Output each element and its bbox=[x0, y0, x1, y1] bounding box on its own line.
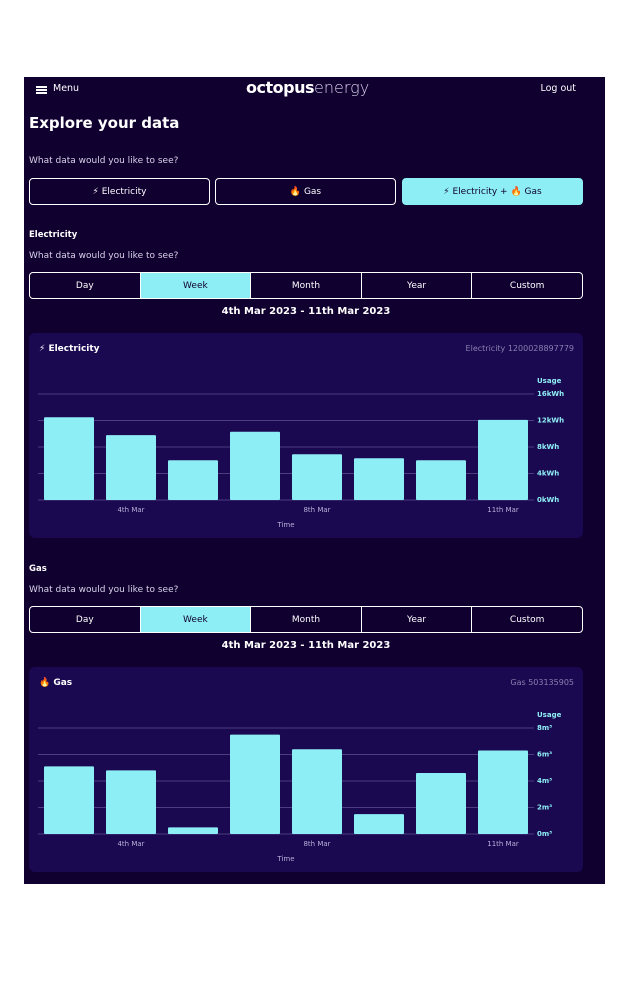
menu-icon-bar[interactable] bbox=[36, 92, 47, 94]
section-heading: Gas bbox=[29, 564, 47, 574]
logo-bold: octopus bbox=[246, 78, 314, 97]
date-range: 4th Mar 2023 - 11th Mar 2023 bbox=[221, 306, 391, 317]
period-tabs: Day Week Month Year Custom bbox=[29, 272, 583, 299]
bar bbox=[478, 419, 528, 500]
period-tabs: Day Week Month Year Custom bbox=[29, 606, 583, 633]
chart-card: ⚡ Electricity Electricity 1200028897779 Us… bbox=[29, 333, 583, 538]
x-tick-label: 4th Mar bbox=[117, 840, 144, 848]
bar bbox=[106, 435, 156, 500]
app: Menu octopusenergy Log out Explore your … bbox=[24, 77, 605, 884]
y-tick-label: 16kWh bbox=[537, 390, 564, 398]
meter-id: Electricity 1200028897779 bbox=[465, 344, 574, 353]
bar bbox=[354, 458, 404, 500]
period-tab[interactable]: Year bbox=[360, 273, 472, 298]
section-heading: Electricity bbox=[29, 230, 78, 240]
y-tick-label: 8m³ bbox=[537, 724, 552, 732]
y-tick-label: 0m³ bbox=[537, 830, 552, 838]
y-tick-label: 12kWh bbox=[537, 417, 564, 425]
fuel-option[interactable]: 🔥 Gas bbox=[215, 178, 396, 205]
y-tick-label: 8kWh bbox=[537, 443, 559, 451]
bar bbox=[44, 766, 94, 834]
bar bbox=[168, 827, 218, 834]
x-tick-label: 11th Mar bbox=[487, 506, 519, 514]
period-tab[interactable]: Year bbox=[360, 607, 472, 632]
logo: octopusenergy bbox=[246, 78, 369, 97]
chart: Usage 0kWh 4kWh 8kWh 12kWh 16kWh 4th Mar 8th Ma… bbox=[38, 377, 564, 529]
bar bbox=[168, 460, 218, 500]
bar bbox=[230, 431, 280, 500]
question: What data would you like to see? bbox=[29, 156, 179, 166]
bar bbox=[416, 773, 466, 834]
logo-light: energy bbox=[313, 78, 370, 97]
question: What data would you like to see? bbox=[29, 585, 179, 595]
y-tick-label: 0kWh bbox=[537, 496, 559, 504]
logout-button[interactable]: Log out bbox=[540, 83, 576, 94]
period-tab[interactable]: Day bbox=[75, 280, 94, 291]
x-tick-label: 8th Mar bbox=[303, 840, 330, 848]
y-tick-label: 4m³ bbox=[537, 777, 552, 785]
chart: Usage 0m³ 2m³ 4m³ 6m³ 8m³ 4th Mar 8th Mar 11th M… bbox=[38, 711, 562, 863]
fuel-option[interactable]: ⚡ Electricity + 🔥 Gas bbox=[402, 178, 583, 205]
bar bbox=[416, 460, 466, 500]
menu-icon-bar[interactable] bbox=[36, 89, 47, 91]
x-tick-label: 8th Mar bbox=[303, 506, 330, 514]
chart-card: 🔥 Gas Gas 503135905 Usage 0m³ 2m³ 4m³ 6m³ 8m³ 4t… bbox=[29, 667, 583, 872]
period-tab[interactable]: Month bbox=[250, 607, 361, 632]
bar bbox=[292, 454, 342, 500]
period-tab[interactable]: Day bbox=[75, 614, 94, 625]
menu-icon-bar[interactable] bbox=[36, 86, 47, 88]
bar bbox=[478, 750, 528, 834]
y-tick-label: 4kWh bbox=[537, 470, 559, 478]
bar bbox=[354, 814, 404, 834]
x-tick-label: 4th Mar bbox=[117, 506, 144, 514]
x-axis-title: Time bbox=[276, 521, 294, 529]
bar bbox=[292, 749, 342, 834]
question: What data would you like to see? bbox=[29, 251, 179, 261]
page-title: Explore your data bbox=[29, 114, 180, 132]
y-axis-title: Usage bbox=[537, 377, 562, 385]
x-tick-label: 11th Mar bbox=[487, 840, 519, 848]
card-title: 🔥 Gas bbox=[39, 678, 73, 688]
period-tab[interactable]: Custom bbox=[471, 607, 582, 632]
period-tab[interactable]: Month bbox=[250, 273, 361, 298]
y-tick-label: 6m³ bbox=[537, 751, 552, 759]
bar bbox=[106, 770, 156, 834]
y-axis-title: Usage bbox=[537, 711, 562, 719]
x-axis-title: Time bbox=[276, 855, 294, 863]
card-title: ⚡ Electricity bbox=[39, 344, 100, 354]
period-tab[interactable]: Week bbox=[139, 273, 251, 298]
menu-button[interactable]: Menu bbox=[53, 83, 80, 94]
y-tick-label: 2m³ bbox=[537, 804, 552, 812]
bar bbox=[230, 734, 280, 834]
meter-id: Gas 503135905 bbox=[510, 678, 574, 687]
bar bbox=[44, 417, 94, 500]
period-tab[interactable]: Week bbox=[139, 607, 251, 632]
date-range: 4th Mar 2023 - 11th Mar 2023 bbox=[221, 640, 391, 651]
period-tab[interactable]: Custom bbox=[471, 273, 582, 298]
fuel-option[interactable]: ⚡ Electricity bbox=[29, 178, 210, 205]
